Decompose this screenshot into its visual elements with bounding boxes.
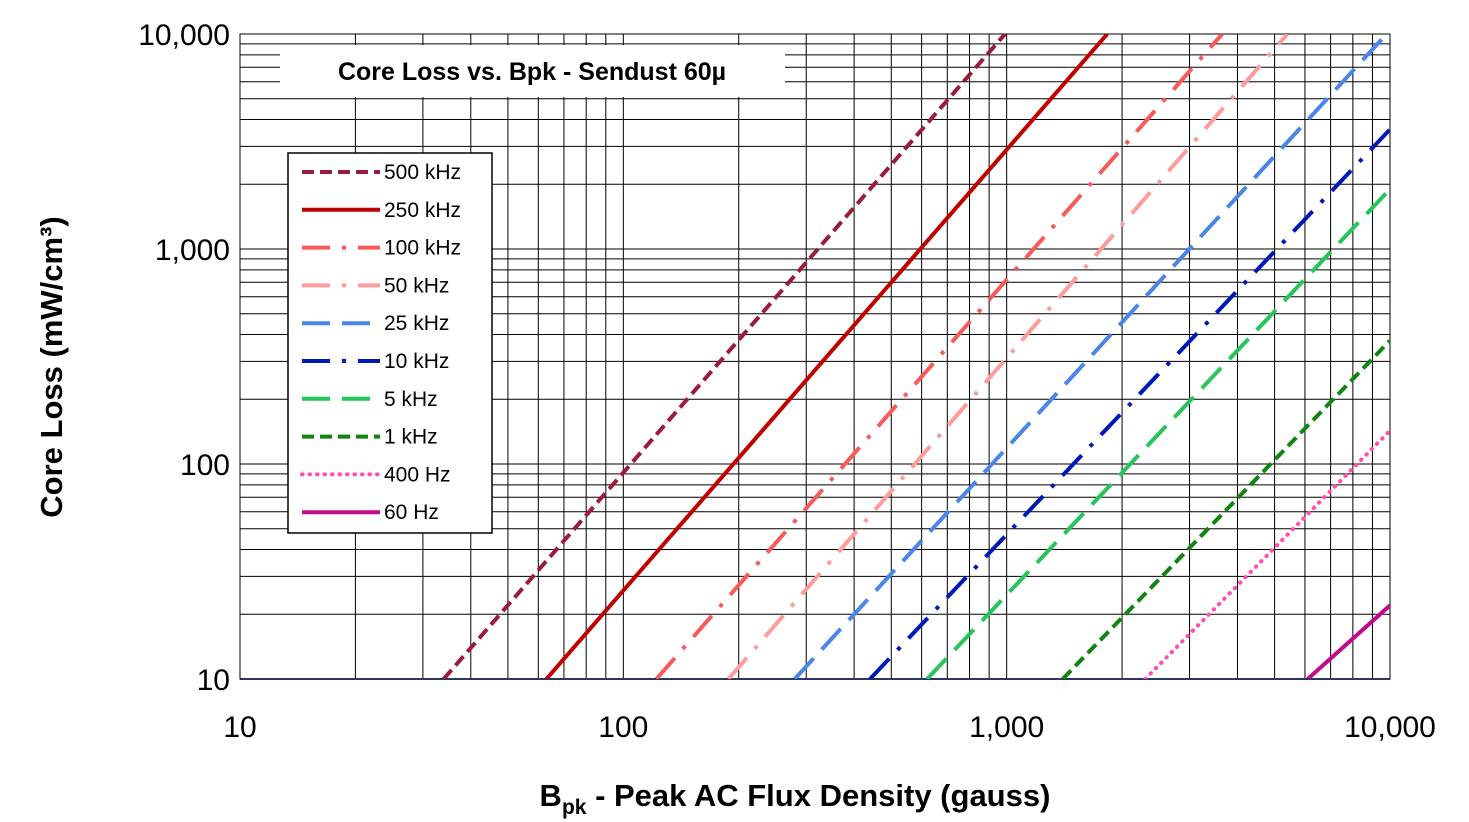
series-line-1-khz xyxy=(1061,339,1390,679)
series-line-50-khz xyxy=(726,34,1289,679)
legend: 500 kHz 250 kHz 100 kHz 50 kHz 25 kHz 10 kHz 5… xyxy=(287,152,493,534)
y-tick-label: 10,000 xyxy=(138,19,230,52)
legend-label: 60 Hz xyxy=(384,501,439,524)
legend-box xyxy=(287,152,493,534)
legend-label: 100 kHz xyxy=(384,237,461,260)
series-line-25-khz xyxy=(793,34,1390,679)
series-line-500-khz xyxy=(442,34,1007,679)
chart-title: Core Loss vs. Bpk - Sendust 60µ xyxy=(338,58,726,86)
series-line-60-hz xyxy=(1306,603,1390,679)
x-tick-label: 10 xyxy=(223,711,256,744)
series-line-100-khz xyxy=(654,34,1224,679)
legend-label: 1 kHz xyxy=(384,426,438,449)
series-line-400-hz xyxy=(1143,428,1390,679)
x-tick-label: 100 xyxy=(598,711,648,744)
y-tick-label: 100 xyxy=(180,449,230,482)
tick-labels: 10 100 1,000 10,000 10 100 1,000 10,000 xyxy=(138,19,1436,744)
y-tick-label: 10 xyxy=(197,664,230,697)
legend-label: 10 kHz xyxy=(384,350,449,373)
legend-label: 250 kHz xyxy=(384,199,461,222)
x-axis-title-subscript: pk xyxy=(562,796,587,819)
y-axis-title: Core Loss (mW/cm³) xyxy=(34,216,69,517)
x-tick-label: 1,000 xyxy=(969,711,1044,744)
series-lines xyxy=(442,34,1390,679)
y-tick-label: 1,000 xyxy=(155,234,230,267)
x-axis-title-main: B xyxy=(540,778,562,813)
series-line-250-khz xyxy=(544,34,1109,679)
x-axis-title-rest: - Peak AC Flux Density (gauss) xyxy=(586,778,1050,813)
legend-label: 500 kHz xyxy=(384,161,461,184)
series-line-5-khz xyxy=(925,187,1390,679)
series-line-10-khz xyxy=(868,128,1390,679)
chart-title-box: Core Loss vs. Bpk - Sendust 60µ xyxy=(280,45,785,97)
plot-area xyxy=(239,33,1391,680)
legend-label: 25 kHz xyxy=(384,312,449,335)
x-tick-label: 10,000 xyxy=(1344,711,1436,744)
legend-label: 400 Hz xyxy=(384,463,451,486)
legend-label: 5 kHz xyxy=(384,388,438,411)
legend-label: 50 kHz xyxy=(384,274,449,297)
x-axis-title: Bpk - Peak AC Flux Density (gauss) xyxy=(540,778,1051,819)
